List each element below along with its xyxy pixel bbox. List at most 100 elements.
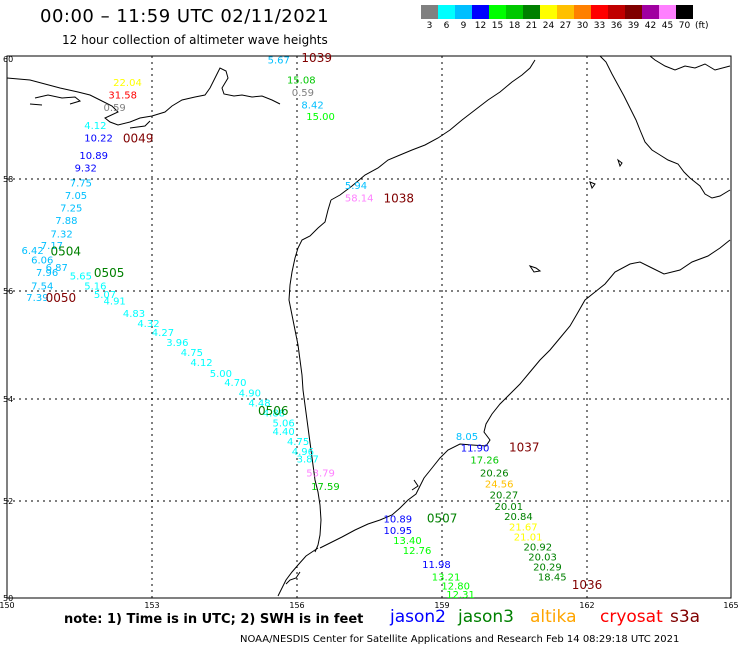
wave-height-value: 3.96 (166, 338, 188, 349)
wave-height-value: 7.88 (55, 216, 77, 227)
wave-height-value: 4.83 (123, 309, 145, 320)
legend-label: 33 (593, 21, 606, 31)
wave-height-value: 10.89 (79, 151, 108, 162)
wave-height-observations: 5.6715.080.598.4215.0022.0431.580.594.12… (21, 56, 566, 601)
pass-id: 1039 (301, 51, 332, 65)
wave-height-value: 15.00 (306, 112, 335, 123)
pass-id: 0507 (427, 512, 458, 526)
legend-label: 27 (559, 21, 572, 31)
longitude-label: 159 (434, 601, 449, 610)
legend-swatch (472, 5, 489, 19)
wave-height-value: 20.26 (480, 469, 509, 480)
wave-height-value: 10.95 (383, 526, 412, 537)
wave-height-value: 7.39 (26, 293, 48, 304)
legend-swatch (642, 5, 659, 19)
wave-height-value: 20.03 (528, 552, 557, 563)
legend-swatch (438, 5, 455, 19)
latitude-label: 56 (3, 287, 13, 296)
legend-swatch (489, 5, 506, 19)
legend-swatch (574, 5, 591, 19)
coastlines (6, 55, 731, 597)
lon-gridlines (151, 56, 588, 598)
wave-height-value: 31.58 (108, 91, 137, 102)
legend-swatch (421, 5, 438, 19)
wave-height-value: 0.59 (292, 88, 314, 99)
wave-height-value: 4.88 (263, 408, 285, 419)
legend-label: 39 (627, 21, 640, 31)
wave-height-value: 20.01 (494, 502, 523, 513)
latitude-label: 52 (3, 497, 13, 506)
pass-id: 1036 (572, 578, 603, 592)
wave-height-value: 12.76 (403, 546, 432, 557)
lat-gridlines (7, 178, 731, 502)
wave-height-value: 5.16 (84, 281, 106, 292)
wave-height-value: 7.17 (41, 241, 63, 252)
legend-swatch (523, 5, 540, 19)
wave-height-value: 13.21 (432, 572, 461, 583)
wave-height-value: 4.75 (287, 437, 309, 448)
legend-label: 30 (576, 21, 589, 31)
wave-height-value: 15.08 (287, 76, 316, 87)
wave-height-value: 8.42 (301, 101, 323, 112)
wave-height-value: 4.70 (224, 378, 246, 389)
map-frame (6, 55, 732, 599)
credit-line: NOAA/NESDIS Center for Satellite Applica… (240, 634, 680, 645)
wave-height-value: 6.42 (21, 246, 43, 257)
legend-label: 12 (474, 21, 487, 31)
legend-swatch (540, 5, 557, 19)
latitude-label: 60 (3, 55, 13, 64)
legend-swatch (591, 5, 608, 19)
wave-height-legend (421, 5, 693, 24)
satellite-name: jason2 (390, 607, 446, 627)
pass-id: 0506 (258, 404, 289, 418)
wave-height-value: 22.04 (113, 78, 142, 89)
wave-height-value: 9.32 (75, 163, 97, 174)
legend-label: 42 (644, 21, 657, 31)
wave-height-value: 12.80 (441, 581, 470, 592)
longitude-label: 162 (579, 601, 594, 610)
wave-height-value: 4.40 (272, 427, 294, 438)
wave-height-value: 17.26 (470, 456, 499, 467)
wave-height-value: 53.79 (306, 469, 335, 480)
wave-height-value: 7.96 (36, 268, 58, 279)
satellite-name: s3a (670, 607, 701, 627)
wave-height-value: 4.12 (84, 121, 106, 132)
wave-height-value: 20.27 (490, 491, 519, 502)
satellite-name: jason3 (458, 607, 514, 627)
wave-height-value: 3.87 (297, 455, 319, 466)
pass-id: 0049 (123, 131, 154, 145)
pass-identifiers: 1039 0049 1038 0504 0505 0050 0506 1037 0507 1036 (46, 51, 603, 592)
legend-label: 3 (426, 21, 433, 31)
wave-height-value: 6.87 (46, 263, 68, 274)
wave-height-value: 13.40 (393, 536, 422, 547)
wave-height-value: 5.00 (210, 369, 232, 380)
wave-height-value: 20.92 (523, 542, 552, 553)
longitude-label: 165 (723, 601, 738, 610)
legend-swatch (557, 5, 574, 19)
legend-swatch (608, 5, 625, 19)
wave-height-value: 7.54 (31, 281, 53, 292)
legend-label: 9 (460, 21, 467, 31)
wave-height-value: 7.05 (65, 191, 87, 202)
longitude-label: 150 (0, 601, 15, 610)
latitude-label: 50 (3, 594, 13, 603)
wave-height-value: 4.27 (152, 328, 174, 339)
wave-height-value: 20.29 (533, 562, 562, 573)
wave-height-value: 4.96 (292, 447, 314, 458)
longitude-label: 156 (289, 601, 304, 610)
wave-height-value: 0.59 (104, 103, 126, 114)
wave-height-value: 5.67 (268, 56, 290, 67)
longitude-label: 153 (144, 601, 159, 610)
latitude-label: 54 (3, 395, 13, 404)
legend-swatch (506, 5, 523, 19)
wave-height-value: 24.56 (485, 480, 514, 491)
pass-id: 1038 (383, 192, 414, 206)
wave-height-value: 11.98 (422, 560, 451, 571)
footnote: note: 1) Time is in UTC; 2) SWH is in fe… (64, 612, 364, 627)
legend-label: 45 (661, 21, 674, 31)
wave-height-value: 6.06 (31, 255, 53, 266)
wave-height-value: 5.07 (94, 290, 116, 301)
legend-label: 6 (443, 21, 450, 31)
wave-height-value: 12.31 (446, 590, 475, 601)
